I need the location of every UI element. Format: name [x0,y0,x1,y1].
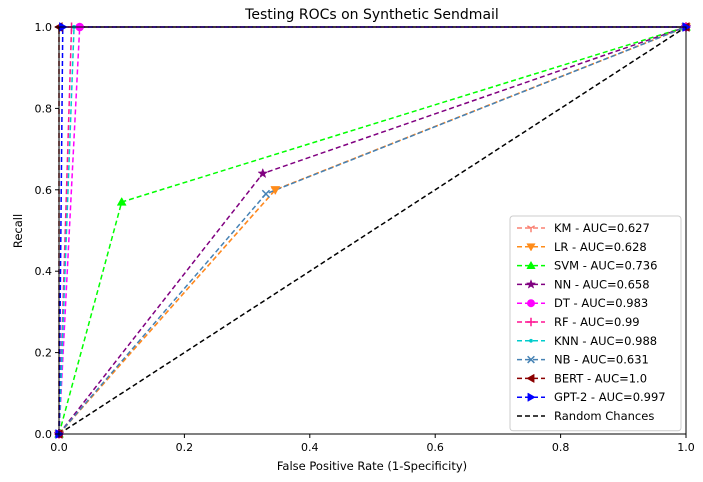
legend-marker [526,225,536,233]
legend-item-gpt-2-auc-0-997: GPT-2 - AUC=0.997 [517,390,666,404]
data-point-svm-auc-0-736 [116,197,127,206]
legend-marker [527,355,535,364]
legend-marker [526,243,536,252]
legend-marker [529,338,533,343]
legend-item-nb-auc-0-631: NB - AUC=0.631 [517,353,649,367]
x-tick-label: 0.2 [176,441,194,454]
y-tick-label: 0.6 [35,184,53,197]
legend-label: Random Chances [554,409,654,423]
legend-label: SVM - AUC=0.736 [554,259,657,273]
legend-label: DT - AUC=0.983 [554,296,648,310]
x-tick-label: 0.4 [301,441,319,454]
legend-item-km-auc-0-627: KM - AUC=0.627 [517,221,650,235]
y-tick-label: 1.0 [35,21,53,34]
legend-label: GPT-2 - AUC=0.997 [554,390,666,404]
legend-item-svm-auc-0-736: SVM - AUC=0.736 [517,259,657,273]
legend-marker [526,373,535,384]
legend-item-bert-auc-1-0: BERT - AUC=1.0 [517,371,647,385]
legend-label: RF - AUC=0.99 [554,315,640,329]
series-line-lr-auc-0-628 [58,26,687,435]
plot-frame [58,26,687,435]
x-tick-label: 1.0 [677,441,695,454]
legend-marker [527,392,536,402]
legend-label: KNN - AUC=0.988 [554,334,657,348]
legend-item-knn-auc-0-988: KNN - AUC=0.988 [517,334,657,348]
data-point-nb-auc-0-631 [261,189,271,199]
legend-label: NB - AUC=0.631 [554,353,649,367]
legend-item-lr-auc-0-628: LR - AUC=0.628 [517,240,647,254]
y-axis: 0.0 0.2 0.4 0.6 0.8 1.0 [35,21,59,441]
chart-title: Testing ROCs on Synthetic Sendmail [244,7,499,23]
legend-marker [527,299,535,308]
y-tick-label: 0.4 [35,265,53,278]
legend-label: BERT - AUC=1.0 [554,371,647,385]
legend-item-random-chances: Random Chances [517,409,654,423]
series-line-random-chances [58,26,687,435]
legend-item-dt-auc-0-983: DT - AUC=0.983 [517,296,648,310]
y-tick-label: 0.2 [35,347,53,360]
y-tick-label: 0.8 [35,102,53,115]
legend-item-nn-auc-0-658: NN - AUC=0.658 [517,277,650,291]
legend-item-rf-auc-0-99: RF - AUC=0.99 [517,315,640,329]
legend: KM - AUC=0.627 LR - AUC=0.628 SVM - AUC=0.… [509,215,682,432]
legend-marker [525,279,537,289]
legend-label: NN - AUC=0.658 [554,277,650,291]
x-axis-label: False Positive Rate (1-Specificity) [277,459,467,473]
legend-marker [526,260,536,269]
data-point-nn-auc-0-658 [257,167,269,179]
legend-label: KM - AUC=0.627 [554,221,650,235]
y-axis-label: Recall [11,214,25,248]
y-tick-label: 0.0 [35,428,53,441]
data-point-lr-auc-0-628 [270,186,281,195]
x-tick-label: 0.6 [426,441,444,454]
x-axis: 0.0 0.2 0.4 0.6 0.8 1.0 [50,434,695,454]
x-tick-label: 0.8 [552,441,570,454]
legend-label: LR - AUC=0.628 [554,240,647,254]
legend-box [509,215,682,432]
x-tick-label: 0.0 [50,441,68,454]
legend-marker [526,317,536,327]
